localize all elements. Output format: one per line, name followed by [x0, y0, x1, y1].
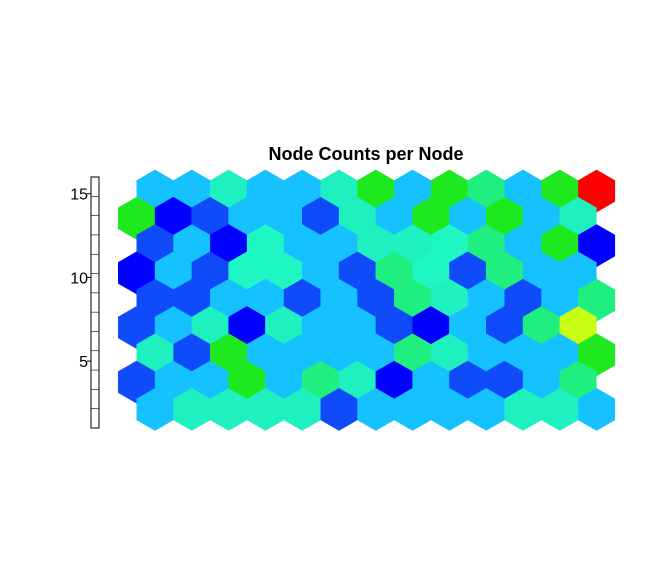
- hex-cell: [541, 388, 579, 431]
- hex-cell: [504, 388, 542, 431]
- hex-cell: [283, 388, 321, 431]
- colorbar-swatches: [90, 176, 100, 429]
- hex-cell: [578, 333, 616, 377]
- hex-cell: [118, 196, 155, 240]
- hex-cell: [578, 278, 616, 322]
- hex-cell: [118, 306, 155, 349]
- hex-cell: [578, 224, 616, 267]
- colorbar-tick-label: 5: [79, 354, 88, 371]
- hex-cell: [118, 251, 155, 295]
- colorbar-tick-label: 10: [70, 270, 88, 287]
- hex-cell: [118, 360, 155, 404]
- hex-cell: [136, 388, 174, 431]
- chart-title: Node Counts per Node: [268, 144, 463, 164]
- hexagon-grid: [118, 169, 616, 431]
- hex-cell: [467, 388, 505, 431]
- hex-cell: [173, 388, 211, 431]
- hex-cell: [578, 169, 616, 213]
- hex-cell: [394, 388, 432, 431]
- colorbar: 5 10 15: [70, 176, 100, 429]
- hex-cell: [430, 388, 468, 431]
- hex-cell: [246, 388, 284, 431]
- colorbar-border: [90, 176, 100, 429]
- hex-cell: [578, 388, 616, 431]
- hex-cell: [210, 388, 248, 431]
- hex-cell: [320, 388, 358, 431]
- hex-cell: [357, 388, 395, 431]
- colorbar-ticks: 5 10 15: [70, 187, 91, 371]
- colorbar-tick-label: 15: [70, 187, 88, 204]
